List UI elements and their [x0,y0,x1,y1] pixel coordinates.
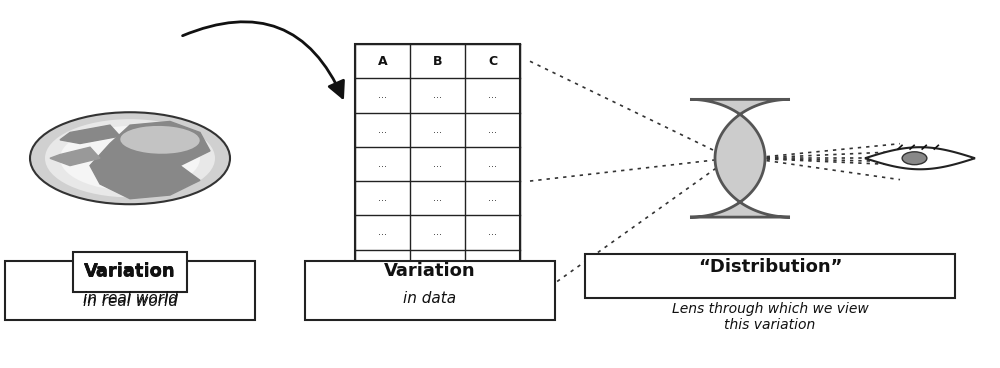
Text: ...: ... [378,159,387,169]
Text: ...: ... [488,262,497,272]
Text: ...: ... [433,227,442,237]
Polygon shape [690,99,790,217]
Text: B: B [433,55,442,68]
Text: in data: in data [403,291,457,306]
Text: Lens through which we view
this variation: Lens through which we view this variatio… [672,302,868,332]
Polygon shape [90,121,210,199]
Text: ...: ... [488,91,497,100]
Text: in real world: in real world [83,291,177,306]
Text: C: C [488,55,497,68]
Text: ...: ... [488,296,497,306]
Text: Variation: Variation [384,262,476,280]
Text: ...: ... [378,296,387,306]
Ellipse shape [30,112,230,204]
Text: ...: ... [433,262,442,272]
Text: ...: ... [378,227,387,237]
Text: Variation: Variation [84,262,176,280]
Ellipse shape [60,126,200,191]
Text: ...: ... [378,91,387,100]
Ellipse shape [120,126,200,154]
Text: in real world: in real world [83,294,177,309]
Text: ...: ... [488,227,497,237]
Text: A: A [378,55,387,68]
Text: “Distribution”: “Distribution” [698,258,842,276]
FancyBboxPatch shape [305,261,555,320]
Text: ...: ... [433,125,442,135]
Ellipse shape [45,119,215,197]
Text: ...: ... [433,193,442,203]
Text: ...: ... [433,91,442,100]
FancyBboxPatch shape [585,254,955,298]
Polygon shape [60,125,120,144]
Polygon shape [865,147,975,169]
Text: ...: ... [488,159,497,169]
FancyBboxPatch shape [355,44,520,318]
Text: Variation: Variation [84,262,176,280]
Text: ...: ... [433,296,442,306]
Text: ...: ... [378,193,387,203]
Text: Variation: Variation [84,263,176,281]
Polygon shape [50,147,100,166]
Text: ...: ... [488,125,497,135]
FancyBboxPatch shape [5,261,255,320]
Text: ...: ... [433,159,442,169]
Text: ...: ... [378,262,387,272]
Text: ...: ... [488,193,497,203]
Text: ...: ... [378,125,387,135]
Ellipse shape [902,152,927,165]
